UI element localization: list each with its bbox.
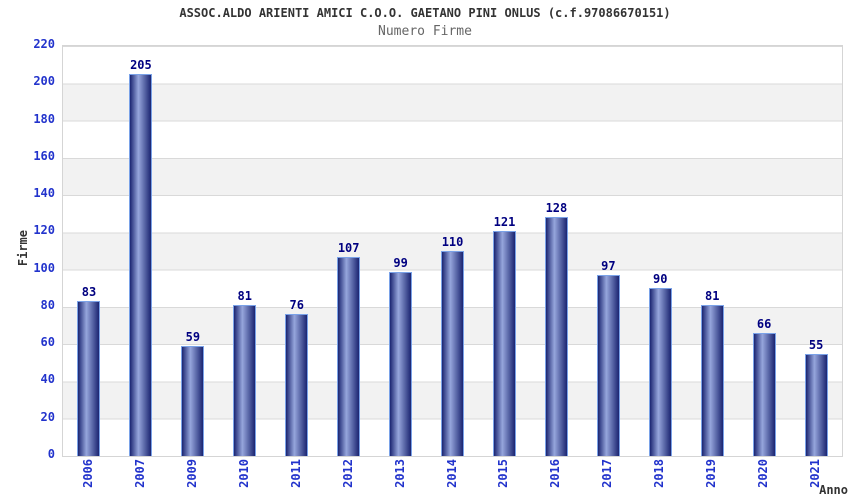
bar-slot: 107 bbox=[323, 46, 375, 456]
bar bbox=[441, 251, 465, 456]
bar-slot: 66 bbox=[738, 46, 790, 456]
x-tick-label: 2007 bbox=[132, 459, 147, 488]
bar-value-label: 99 bbox=[393, 255, 408, 270]
bar-slot: 90 bbox=[634, 46, 686, 456]
bar bbox=[804, 353, 828, 456]
bar-value-label: 107 bbox=[337, 240, 360, 255]
bar-value-label: 59 bbox=[185, 330, 201, 345]
bar bbox=[492, 230, 516, 456]
bar-slot: 99 bbox=[375, 46, 427, 456]
bar-slot: 81 bbox=[219, 46, 271, 456]
x-tick-label: 2020 bbox=[756, 459, 771, 488]
bar-slot: 83 bbox=[63, 46, 115, 456]
x-tick-cell: 2019 bbox=[685, 459, 737, 499]
bar bbox=[544, 217, 568, 456]
x-tick-label: 2006 bbox=[80, 459, 95, 488]
bar bbox=[596, 275, 620, 456]
bar bbox=[337, 256, 361, 456]
x-tick-cell: 2009 bbox=[166, 459, 218, 499]
bar-slot: 110 bbox=[427, 46, 479, 456]
y-tick-label: 160 bbox=[33, 148, 55, 163]
x-tick-cell: 2015 bbox=[478, 459, 530, 499]
bar-slot: 128 bbox=[530, 46, 582, 456]
x-tick-cell: 2016 bbox=[529, 459, 581, 499]
bar-value-label: 97 bbox=[601, 259, 616, 274]
bar bbox=[77, 301, 101, 456]
bar-value-label: 110 bbox=[441, 235, 464, 249]
x-tick-cell: 2007 bbox=[114, 459, 166, 499]
y-tick-label: 80 bbox=[40, 297, 55, 312]
x-tick-cell: 2013 bbox=[374, 459, 426, 499]
bar bbox=[129, 73, 153, 456]
bar bbox=[700, 305, 724, 456]
x-tick-label: 2012 bbox=[340, 459, 355, 488]
y-tick-label: 180 bbox=[33, 111, 55, 126]
x-tick-label: 2017 bbox=[600, 459, 615, 488]
bar bbox=[752, 333, 776, 456]
bar-value-label: 81 bbox=[237, 289, 252, 304]
x-tick-label: 2009 bbox=[184, 459, 199, 488]
y-tick-label: 40 bbox=[40, 372, 55, 387]
chart-subtitle: Numero Firme bbox=[378, 24, 472, 39]
y-tick-label: 120 bbox=[33, 223, 55, 238]
x-tick-cell: 2012 bbox=[322, 459, 374, 499]
x-tick-label: 2019 bbox=[704, 459, 719, 488]
bar-slot: 205 bbox=[115, 46, 167, 456]
bar bbox=[285, 314, 309, 456]
y-tick-label: 100 bbox=[33, 260, 55, 275]
y-tick-label: 220 bbox=[33, 37, 55, 51]
x-tick-label: 2018 bbox=[652, 459, 667, 488]
x-tick-cell: 2020 bbox=[737, 459, 789, 499]
bar-slot: 76 bbox=[271, 46, 323, 456]
x-tick-cell: 2010 bbox=[218, 459, 270, 499]
bar-slot: 81 bbox=[686, 46, 738, 456]
bar-value-label: 83 bbox=[81, 285, 97, 300]
chart-title: ASSOC.ALDO ARIENTI AMICI C.O.O. GAETANO … bbox=[179, 6, 671, 20]
x-tick-cell: 2017 bbox=[581, 459, 633, 499]
x-tick-label: 2015 bbox=[496, 459, 511, 488]
y-tick-label: 0 bbox=[47, 447, 55, 461]
bar-slot: 121 bbox=[479, 46, 531, 456]
bar bbox=[648, 288, 672, 456]
x-tick-cell: 2018 bbox=[633, 459, 685, 499]
x-tick-cell: 2006 bbox=[62, 459, 114, 499]
bar-value-label: 205 bbox=[130, 57, 152, 72]
bar-slot: 59 bbox=[167, 46, 219, 456]
x-tick-label: 2014 bbox=[444, 459, 459, 488]
x-tick-cell: 2011 bbox=[270, 459, 322, 499]
y-tick-label: 140 bbox=[33, 186, 55, 201]
y-axis-ticks: 220 200 180 160 140 120 100 80 60 40 20 0 bbox=[0, 37, 55, 461]
x-axis-title: Anno bbox=[819, 483, 848, 497]
x-tick-label: 2011 bbox=[288, 459, 303, 488]
bar bbox=[233, 305, 257, 456]
x-tick-label: 2016 bbox=[548, 459, 563, 488]
bar-slot: 55 bbox=[790, 46, 842, 456]
bar bbox=[389, 271, 413, 456]
bar-value-label: 66 bbox=[756, 317, 772, 331]
plot-area: 83 205 59 81 76 107 99 110 121 128 97 90 81 66 55 bbox=[62, 45, 843, 457]
bar-value-label: 121 bbox=[493, 214, 516, 229]
bar-value-label: 90 bbox=[653, 272, 668, 287]
bar-value-label: 76 bbox=[289, 298, 304, 313]
bar-value-label: 81 bbox=[704, 289, 720, 304]
bar-slot: 97 bbox=[582, 46, 634, 456]
bar bbox=[181, 346, 205, 456]
y-tick-label: 60 bbox=[40, 335, 55, 350]
bar-value-label: 128 bbox=[545, 201, 568, 216]
x-tick-cell: 2014 bbox=[426, 459, 478, 499]
y-tick-label: 200 bbox=[33, 74, 55, 89]
y-tick-label: 20 bbox=[40, 409, 55, 424]
bar-value-label: 55 bbox=[808, 337, 824, 352]
x-axis-ticks: 2006 2007 2009 2010 2011 2012 2013 2014 2015 2016… bbox=[62, 459, 841, 499]
x-tick-label: 2010 bbox=[236, 459, 251, 488]
x-tick-label: 2013 bbox=[392, 459, 407, 488]
